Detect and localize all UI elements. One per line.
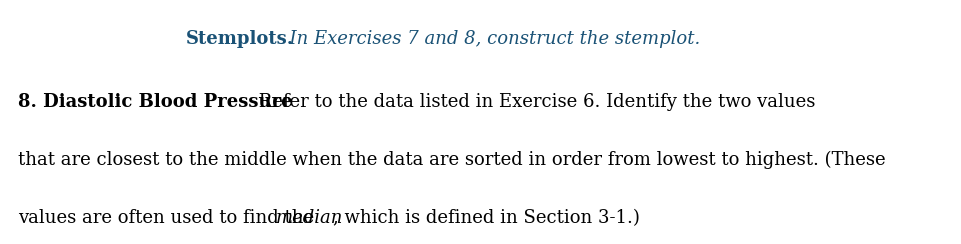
Text: , which is defined in Section 3-1.): , which is defined in Section 3-1.) [333, 209, 640, 227]
Text: 8. Diastolic Blood Pressure: 8. Diastolic Blood Pressure [18, 93, 292, 111]
Text: Stemplots.: Stemplots. [185, 30, 294, 48]
Text: that are closest to the middle when the data are sorted in order from lowest to : that are closest to the middle when the … [18, 151, 884, 169]
Text: In Exercises 7 and 8, construct the stemplot.: In Exercises 7 and 8, construct the stem… [278, 30, 700, 48]
Text: median: median [276, 209, 343, 227]
Text: values are often used to find the: values are often used to find the [18, 209, 319, 227]
Text: Refer to the data listed in Exercise 6. Identify the two values: Refer to the data listed in Exercise 6. … [253, 93, 814, 111]
